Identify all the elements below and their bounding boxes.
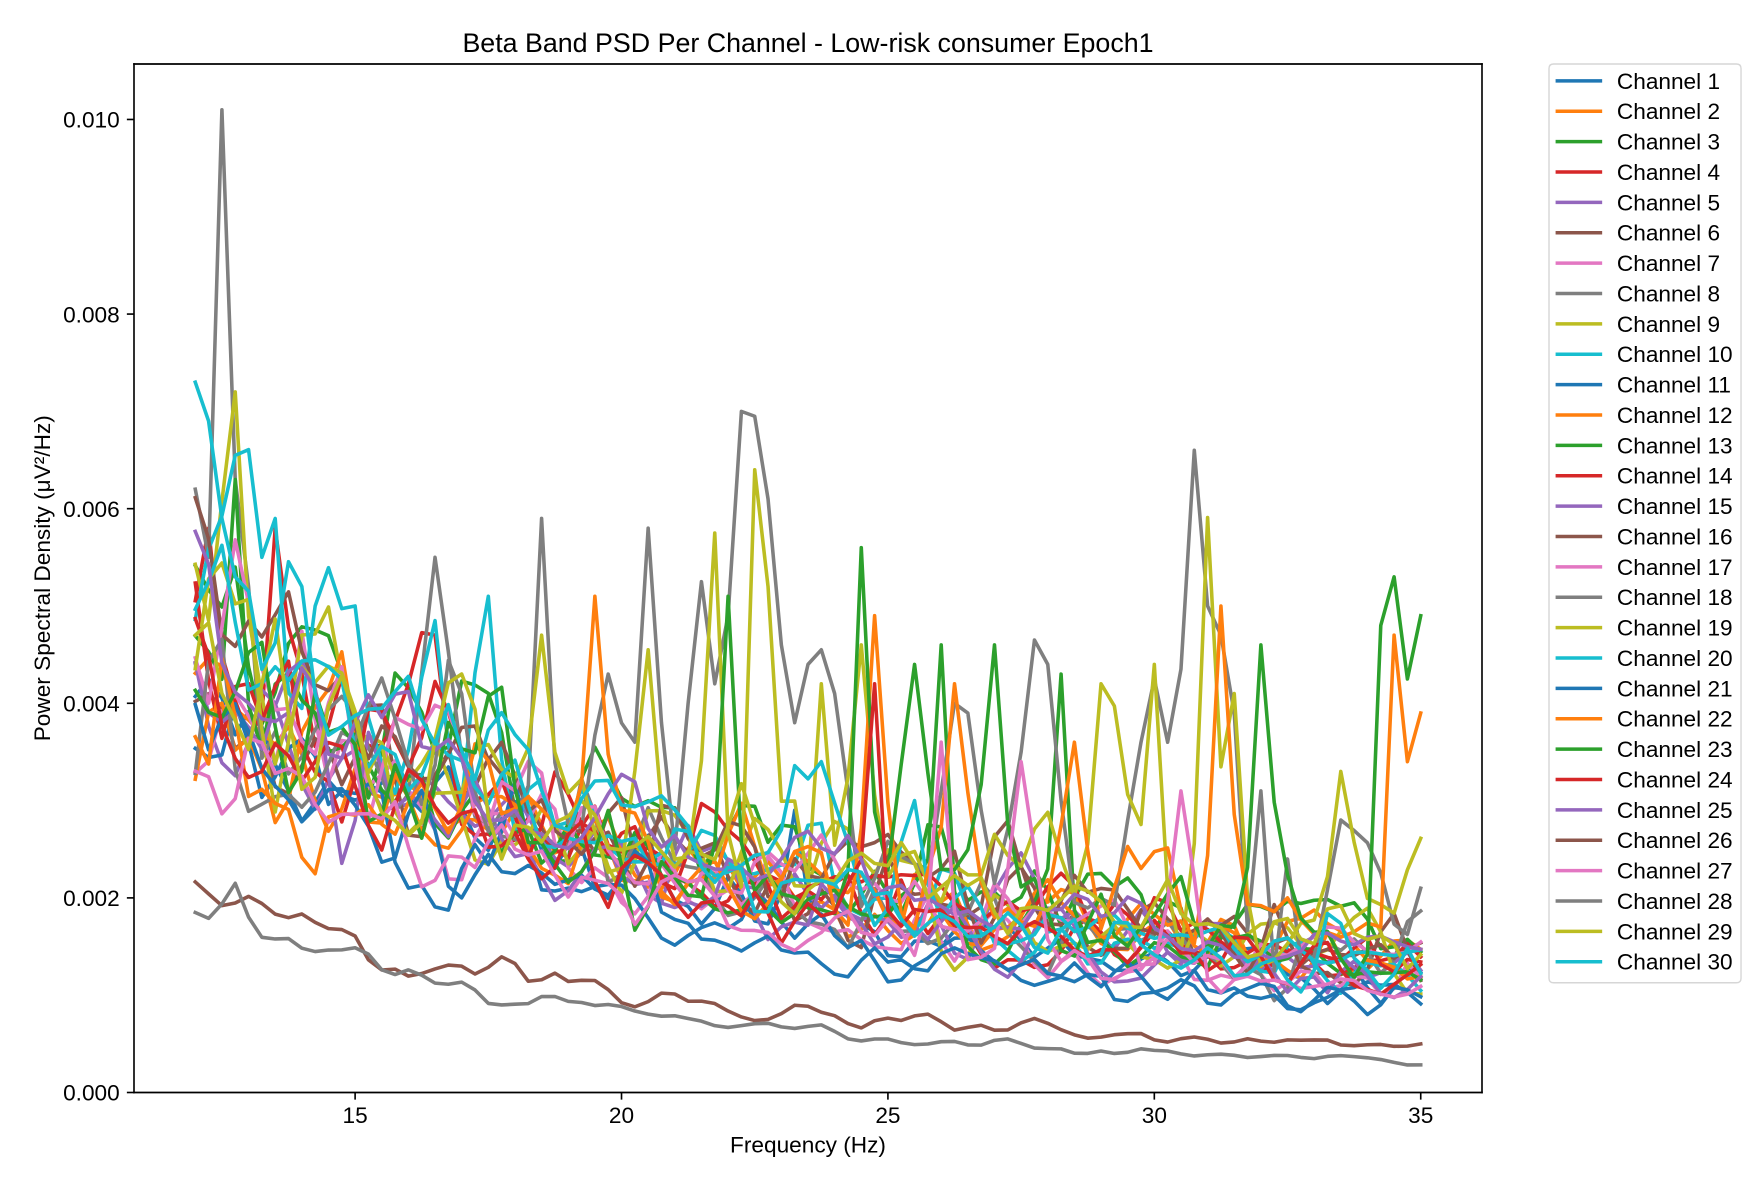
svg-text:Channel 16: Channel 16: [1617, 524, 1733, 549]
svg-text:Channel 10: Channel 10: [1617, 342, 1733, 367]
svg-text:Channel 5: Channel 5: [1617, 190, 1720, 215]
svg-text:Channel 21: Channel 21: [1617, 676, 1733, 701]
svg-text:Channel 13: Channel 13: [1617, 433, 1733, 458]
svg-text:Channel 15: Channel 15: [1617, 494, 1733, 519]
svg-text:35: 35: [1408, 1103, 1433, 1128]
svg-text:Channel 22: Channel 22: [1617, 707, 1733, 732]
svg-text:0.006: 0.006: [63, 497, 120, 522]
svg-text:Channel 17: Channel 17: [1617, 555, 1733, 580]
svg-text:Channel 28: Channel 28: [1617, 889, 1733, 914]
svg-text:Channel 18: Channel 18: [1617, 585, 1733, 610]
svg-text:Channel 27: Channel 27: [1617, 859, 1733, 884]
svg-text:Channel 8: Channel 8: [1617, 281, 1720, 306]
svg-text:0.004: 0.004: [63, 691, 120, 716]
svg-text:Channel 20: Channel 20: [1617, 646, 1733, 671]
svg-text:0.010: 0.010: [63, 108, 120, 133]
svg-text:Channel 19: Channel 19: [1617, 616, 1733, 641]
svg-text:Power Spectral Density (μV²/Hz: Power Spectral Density (μV²/Hz): [30, 415, 55, 741]
svg-text:Beta Band PSD Per Channel - Lo: Beta Band PSD Per Channel - Low-risk con…: [462, 28, 1153, 58]
svg-text:0.002: 0.002: [63, 886, 120, 911]
svg-text:Channel 29: Channel 29: [1617, 919, 1733, 944]
svg-text:Channel 6: Channel 6: [1617, 221, 1720, 246]
svg-text:Channel 9: Channel 9: [1617, 312, 1720, 337]
svg-text:Channel 25: Channel 25: [1617, 798, 1733, 823]
svg-text:Channel 23: Channel 23: [1617, 737, 1733, 762]
svg-text:30: 30: [1142, 1103, 1167, 1128]
svg-text:Frequency (Hz): Frequency (Hz): [730, 1132, 886, 1157]
svg-text:Channel 14: Channel 14: [1617, 464, 1733, 489]
svg-text:0.000: 0.000: [63, 1081, 120, 1106]
svg-text:Channel 3: Channel 3: [1617, 130, 1720, 155]
svg-text:Channel 4: Channel 4: [1617, 160, 1720, 185]
svg-text:20: 20: [609, 1103, 634, 1128]
svg-text:Channel 2: Channel 2: [1617, 99, 1720, 124]
svg-text:25: 25: [875, 1103, 900, 1128]
svg-text:Channel 1: Channel 1: [1617, 69, 1720, 94]
svg-text:Channel 11: Channel 11: [1617, 373, 1731, 398]
svg-text:15: 15: [343, 1103, 368, 1128]
svg-text:Channel 26: Channel 26: [1617, 828, 1733, 853]
svg-text:Channel 7: Channel 7: [1617, 251, 1720, 276]
svg-text:Channel 24: Channel 24: [1617, 767, 1733, 792]
svg-text:0.008: 0.008: [63, 302, 120, 327]
svg-text:Channel 30: Channel 30: [1617, 950, 1733, 975]
svg-text:Channel 12: Channel 12: [1617, 403, 1733, 428]
